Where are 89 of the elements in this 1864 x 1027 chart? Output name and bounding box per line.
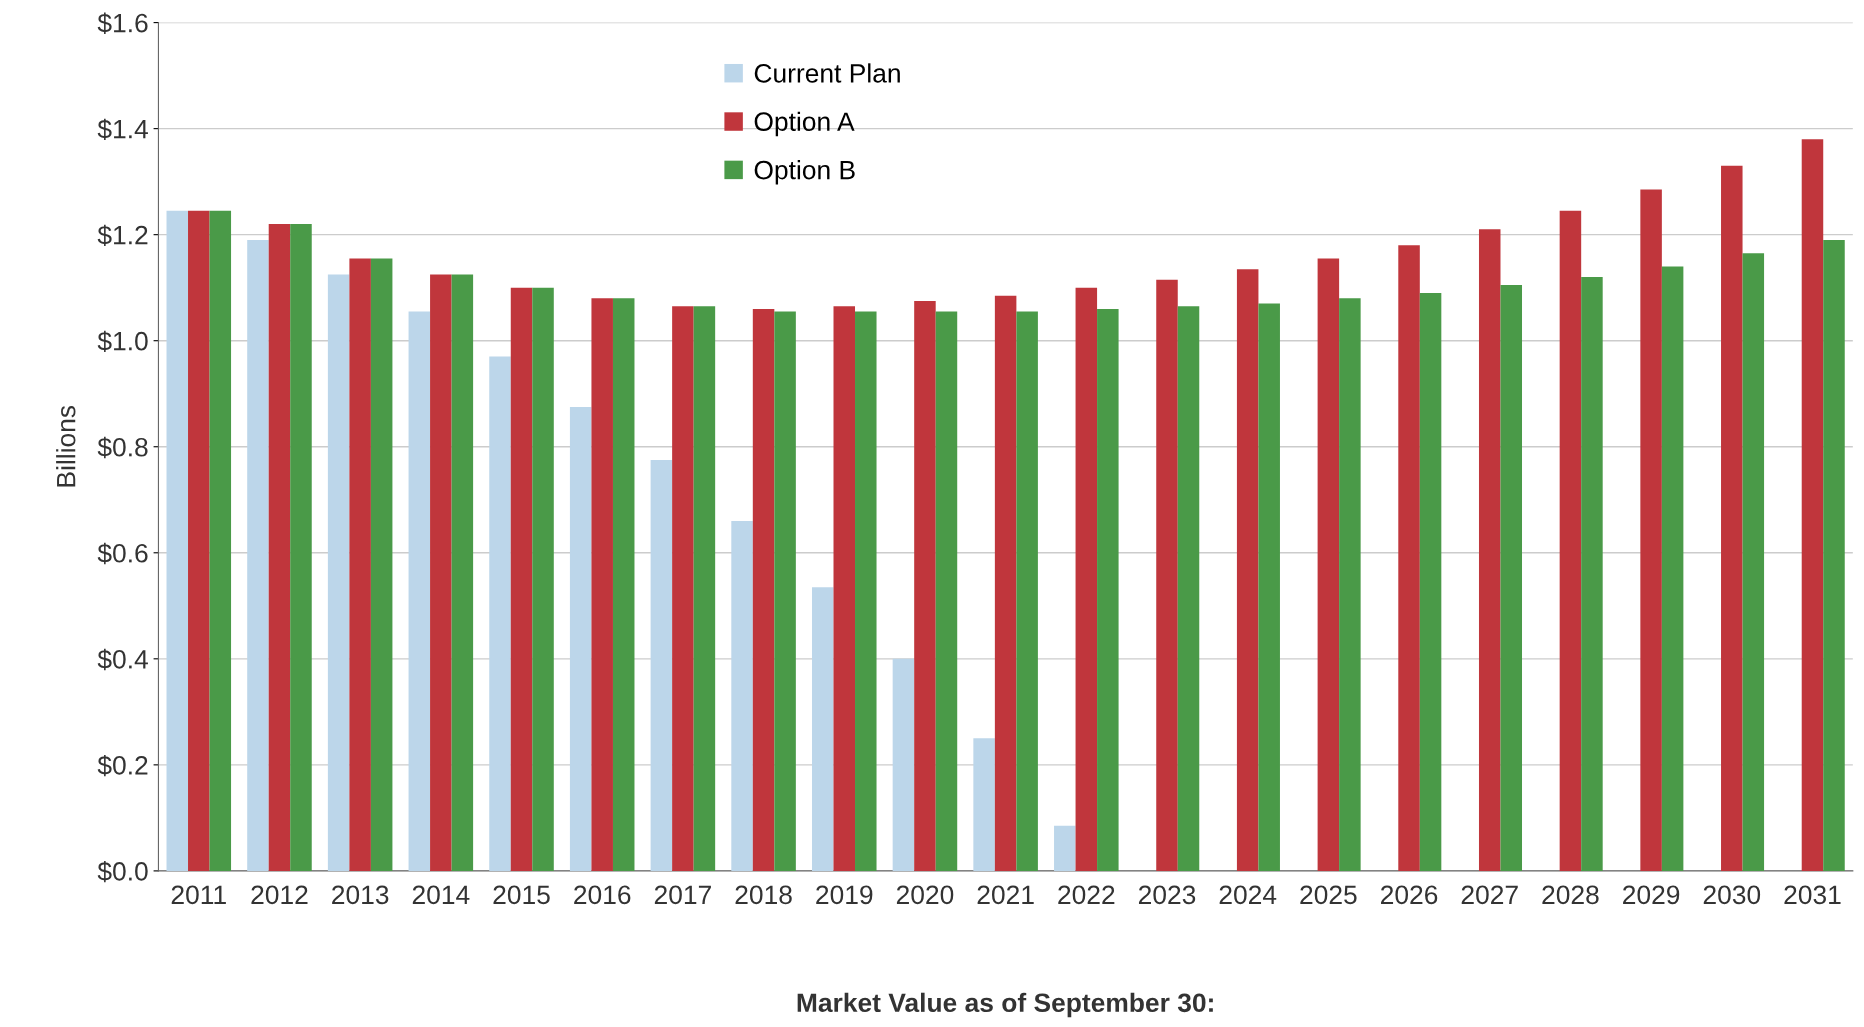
bar: [973, 738, 995, 871]
x-tick-label: 2014: [412, 885, 470, 905]
bar: [1823, 239, 1845, 871]
x-tick-label: 2026: [1381, 885, 1438, 905]
bar: [855, 311, 877, 871]
x-tick-label: 2030: [1703, 885, 1761, 905]
bar: [370, 258, 393, 871]
x-tick-label: 2012: [251, 885, 308, 905]
bar: [914, 300, 936, 871]
bar: [1339, 298, 1361, 871]
bar: [774, 311, 796, 871]
bar: [752, 308, 775, 871]
y-tick-label: $0.8: [97, 436, 148, 459]
bar: [1640, 189, 1662, 871]
bar: [1419, 292, 1442, 871]
legend-label: Option A: [754, 111, 855, 137]
x-tick-label: 2018: [735, 885, 792, 905]
bar: [166, 210, 189, 871]
bar: [1236, 269, 1259, 871]
y-tick-label: $0.0: [97, 860, 148, 883]
x-tick-label: 2022: [1058, 885, 1115, 905]
bar: [612, 298, 635, 871]
bar: [1478, 229, 1501, 871]
y-tick-label: $0.2: [97, 754, 148, 777]
y-tick-label: $0.6: [97, 542, 148, 565]
x-tick-label: 2011: [171, 885, 226, 905]
legend-label: Option B: [754, 160, 855, 185]
bar: [1258, 303, 1280, 871]
x-tick-label: 2028: [1542, 885, 1599, 905]
x-tick-label: 2015: [493, 885, 550, 905]
bar: [892, 658, 915, 871]
bar: [510, 287, 533, 871]
x-tick-label: 2020: [896, 885, 954, 905]
bar: [188, 210, 210, 871]
x-tick-label: 2024: [1219, 885, 1277, 905]
x-tick-label: 2027: [1461, 885, 1518, 905]
bar: [268, 224, 291, 871]
bar: [591, 298, 613, 871]
bar: [1742, 253, 1765, 871]
bar: [247, 239, 269, 871]
bar: [650, 460, 673, 871]
bar: [408, 311, 431, 871]
x-tick-label: 2031: [1784, 885, 1841, 905]
bar: [1156, 279, 1178, 871]
bar: [811, 587, 834, 871]
x-tick-label: 2016: [574, 885, 631, 905]
bar: [1398, 245, 1420, 871]
bar: [1801, 139, 1824, 871]
bar: [672, 306, 694, 871]
bar: [327, 274, 350, 871]
bar: [1054, 825, 1076, 871]
x-tick-label: 2019: [816, 885, 873, 905]
x-tick-label: 2023: [1138, 885, 1196, 905]
y-tick-label: $1.2: [97, 224, 148, 247]
bar: [209, 210, 232, 871]
bar: [833, 306, 856, 871]
bar: [1177, 306, 1200, 871]
bar: [1016, 311, 1038, 871]
bar: [1097, 308, 1119, 871]
x-tick-label: 2029: [1623, 885, 1680, 905]
bar: [349, 258, 371, 871]
bar: [994, 295, 1017, 871]
bar: [1075, 287, 1098, 871]
bar: [1559, 210, 1582, 871]
y-tick-label: $1.6: [97, 12, 148, 34]
x-tick-label: 2021: [977, 885, 1034, 905]
legend-label: Current Plan: [754, 63, 900, 83]
bar: [532, 287, 554, 871]
bar: [569, 406, 592, 871]
x-tick-label: 2013: [332, 885, 389, 905]
bar: [1661, 266, 1684, 871]
bar: [430, 274, 452, 871]
x-axis-title: Market Value as of September 30:: [797, 992, 1213, 1018]
bar: [935, 311, 958, 871]
y-tick-label: $0.4: [97, 648, 148, 671]
bar: [1581, 277, 1603, 871]
bar: [693, 306, 716, 871]
x-tick-label: 2025: [1300, 885, 1357, 905]
bar: [1500, 285, 1523, 871]
x-tick-label: 2017: [654, 885, 711, 905]
y-tick-label: $1.4: [97, 118, 148, 141]
bar: [489, 356, 511, 871]
bar: [451, 274, 474, 871]
bar: [731, 520, 753, 871]
bar: [1721, 165, 1743, 871]
y-axis-title: Billions: [56, 405, 76, 487]
bar: [1317, 258, 1340, 871]
bar: [290, 224, 312, 871]
y-tick-label: $1.0: [97, 330, 148, 353]
